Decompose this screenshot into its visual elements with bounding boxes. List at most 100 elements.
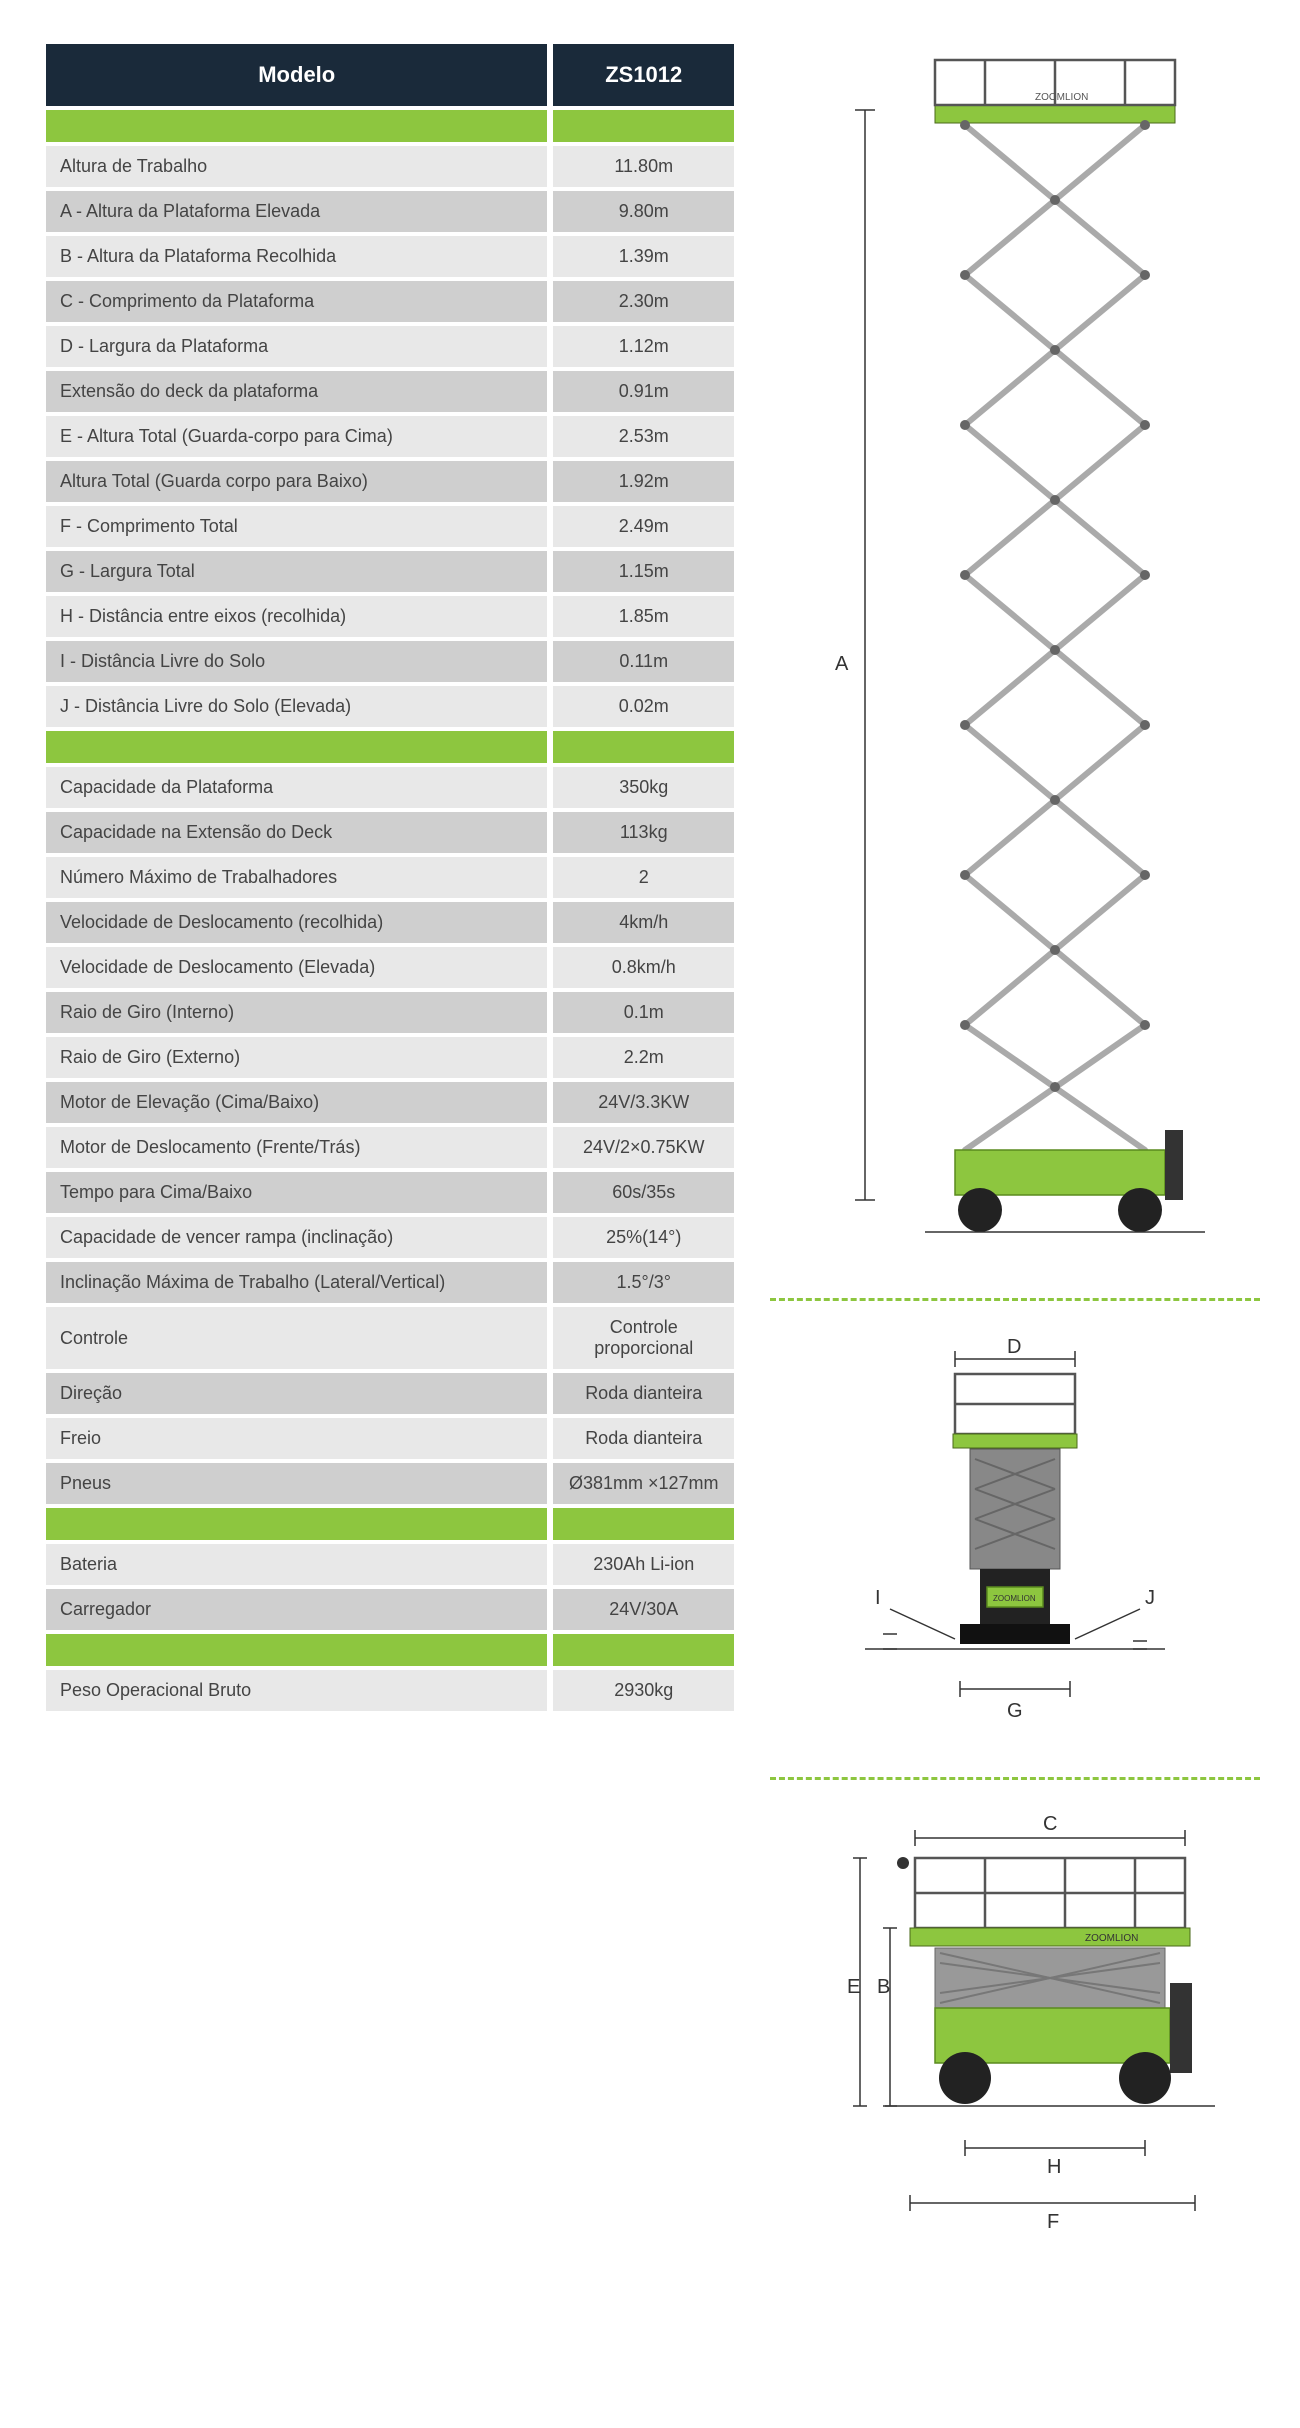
spec-label: Peso Operacional Bruto	[46, 1670, 547, 1711]
table-row: Bateria230Ah Li-ion	[46, 1544, 734, 1585]
spec-value: 0.91m	[553, 371, 734, 412]
table-row: Altura de Trabalho11.80m	[46, 146, 734, 187]
dim-label-C: C	[1043, 1813, 1057, 1835]
spec-value: 11.80m	[553, 146, 734, 187]
spec-value: 4km/h	[553, 902, 734, 943]
spec-label: Velocidade de Deslocamento (recolhida)	[46, 902, 547, 943]
dim-label-B: B	[877, 1976, 890, 1998]
table-row: Raio de Giro (Interno)0.1m	[46, 992, 734, 1033]
spec-label: Raio de Giro (Interno)	[46, 992, 547, 1033]
dim-label-I: I	[875, 1587, 881, 1609]
section-separator	[46, 1634, 734, 1666]
spec-label: Motor de Elevação (Cima/Baixo)	[46, 1082, 547, 1123]
spec-value: 0.02m	[553, 686, 734, 727]
spec-table-container: Modelo ZS1012 Altura de Trabalho11.80mA …	[40, 40, 740, 1715]
spec-value: 1.12m	[553, 326, 734, 367]
spec-label: Bateria	[46, 1544, 547, 1585]
dim-label-J: J	[1145, 1587, 1155, 1609]
spec-label: F - Comprimento Total	[46, 506, 547, 547]
spec-label: Extensão do deck da plataforma	[46, 371, 547, 412]
table-row: Inclinação Máxima de Trabalho (Lateral/V…	[46, 1262, 734, 1303]
spec-value: 0.11m	[553, 641, 734, 682]
spec-label: Altura de Trabalho	[46, 146, 547, 187]
dim-label-A: A	[835, 653, 849, 675]
spec-value: 24V/2×0.75KW	[553, 1127, 734, 1168]
table-row: I - Distância Livre do Solo0.11m	[46, 641, 734, 682]
spec-label: Altura Total (Guarda corpo para Baixo)	[46, 461, 547, 502]
spec-label: B - Altura da Plataforma Recolhida	[46, 236, 547, 277]
dim-label-D: D	[1007, 1336, 1021, 1358]
spec-label: E - Altura Total (Guarda-corpo para Cima…	[46, 416, 547, 457]
table-row: Motor de Elevação (Cima/Baixo)24V/3.3KW	[46, 1082, 734, 1123]
table-row: FreioRoda dianteira	[46, 1418, 734, 1459]
spec-label: Carregador	[46, 1589, 547, 1630]
spec-label: Direção	[46, 1373, 547, 1414]
spec-value: 0.1m	[553, 992, 734, 1033]
section-separator	[46, 110, 734, 142]
table-row: J - Distância Livre do Solo (Elevada)0.0…	[46, 686, 734, 727]
spec-label: Inclinação Máxima de Trabalho (Lateral/V…	[46, 1262, 547, 1303]
spec-value: 1.5°/3°	[553, 1262, 734, 1303]
spec-label: Pneus	[46, 1463, 547, 1504]
spec-label: G - Largura Total	[46, 551, 547, 592]
spec-label: D - Largura da Plataforma	[46, 326, 547, 367]
spec-value: 1.85m	[553, 596, 734, 637]
scissor-stack	[960, 120, 1150, 1150]
spec-label: H - Distância entre eixos (recolhida)	[46, 596, 547, 637]
table-row: PneusØ381mm ×127mm	[46, 1463, 734, 1504]
spec-label: Tempo para Cima/Baixo	[46, 1172, 547, 1213]
table-row: F - Comprimento Total2.49m	[46, 506, 734, 547]
spec-value: Controle proporcional	[553, 1307, 734, 1369]
spec-label: Capacidade de vencer rampa (inclinação)	[46, 1217, 547, 1258]
spec-value: 25%(14°)	[553, 1217, 734, 1258]
spec-value: 2930kg	[553, 1670, 734, 1711]
header-model-label: Modelo	[46, 44, 547, 106]
spec-value: Roda dianteira	[553, 1418, 734, 1459]
table-row: Carregador24V/30A	[46, 1589, 734, 1630]
header-model-value: ZS1012	[553, 44, 734, 106]
spec-label: Freio	[46, 1418, 547, 1459]
spec-label: C - Comprimento da Plataforma	[46, 281, 547, 322]
spec-value: Roda dianteira	[553, 1373, 734, 1414]
diagram-column: A ZOOMLION	[770, 40, 1260, 2248]
table-row: G - Largura Total1.15m	[46, 551, 734, 592]
dim-label-F: F	[1047, 2211, 1059, 2233]
diagram-side-elevated: A ZOOMLION	[770, 40, 1260, 1280]
table-row: Velocidade de Deslocamento (recolhida)4k…	[46, 902, 734, 943]
spec-value: 1.15m	[553, 551, 734, 592]
spec-value: 2.49m	[553, 506, 734, 547]
spec-label: Número Máximo de Trabalhadores	[46, 857, 547, 898]
table-row: DireçãoRoda dianteira	[46, 1373, 734, 1414]
dim-label-H: H	[1047, 2156, 1061, 2178]
spec-value: 2	[553, 857, 734, 898]
table-row: B - Altura da Plataforma Recolhida1.39m	[46, 236, 734, 277]
table-row: C - Comprimento da Plataforma2.30m	[46, 281, 734, 322]
table-row: Velocidade de Deslocamento (Elevada)0.8k…	[46, 947, 734, 988]
spec-value: 2.2m	[553, 1037, 734, 1078]
table-row: Capacidade de vencer rampa (inclinação)2…	[46, 1217, 734, 1258]
section-separator	[46, 731, 734, 763]
dim-label-E: E	[847, 1976, 860, 1998]
separator-2	[770, 1777, 1260, 1780]
spec-label: Capacidade da Plataforma	[46, 767, 547, 808]
spec-value: 24V/3.3KW	[553, 1082, 734, 1123]
spec-value: 1.92m	[553, 461, 734, 502]
spec-value: 0.8km/h	[553, 947, 734, 988]
table-row: Peso Operacional Bruto2930kg	[46, 1670, 734, 1711]
spec-value: 113kg	[553, 812, 734, 853]
diagram-side-stowed: C ZOOMLION	[770, 1798, 1260, 2248]
table-row: Raio de Giro (Externo)2.2m	[46, 1037, 734, 1078]
table-row: Capacidade na Extensão do Deck113kg	[46, 812, 734, 853]
brand-text: ZOOMLION	[1035, 92, 1088, 103]
spec-value: 24V/30A	[553, 1589, 734, 1630]
table-row: A - Altura da Plataforma Elevada9.80m	[46, 191, 734, 232]
spec-value: 60s/35s	[553, 1172, 734, 1213]
spec-label: Velocidade de Deslocamento (Elevada)	[46, 947, 547, 988]
table-row: ControleControle proporcional	[46, 1307, 734, 1369]
table-row: D - Largura da Plataforma1.12m	[46, 326, 734, 367]
spec-label: Capacidade na Extensão do Deck	[46, 812, 547, 853]
brand-text-2: ZOOMLION	[993, 1594, 1036, 1603]
spec-label: I - Distância Livre do Solo	[46, 641, 547, 682]
spec-value: 2.53m	[553, 416, 734, 457]
table-row: Número Máximo de Trabalhadores2	[46, 857, 734, 898]
